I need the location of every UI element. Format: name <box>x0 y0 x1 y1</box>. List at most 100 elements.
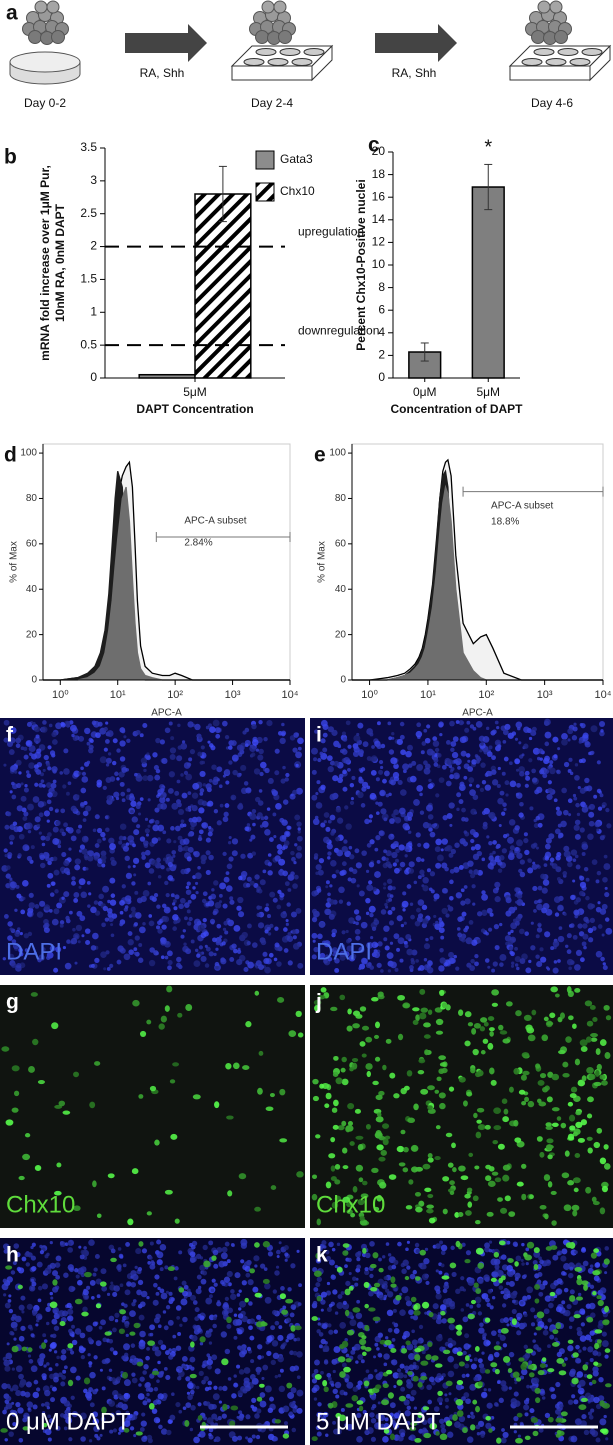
nucleus <box>437 855 444 862</box>
nucleus <box>105 950 109 954</box>
nucleus <box>52 1287 58 1293</box>
nucleus <box>107 730 114 737</box>
nucleus <box>423 1258 429 1264</box>
nucleus <box>316 864 322 870</box>
nucleus <box>537 1347 542 1352</box>
nucleus <box>265 1386 272 1393</box>
nucleus <box>49 807 53 811</box>
nucleus <box>535 955 539 959</box>
nucleus <box>80 802 84 806</box>
nucleus <box>90 907 97 914</box>
chx10-cell <box>221 1358 228 1365</box>
chx10-cell <box>421 1007 429 1012</box>
chx10-cell <box>504 1109 509 1115</box>
nucleus <box>450 741 456 747</box>
nucleus <box>419 870 424 875</box>
nucleus <box>596 951 603 958</box>
nucleus <box>371 1395 377 1401</box>
nucleus <box>401 1269 406 1274</box>
chx10-cell <box>586 1067 594 1074</box>
nucleus <box>558 936 564 942</box>
nucleus <box>528 960 531 963</box>
nucleus <box>109 1316 115 1322</box>
nucleus <box>579 1308 585 1314</box>
nucleus <box>41 779 45 783</box>
chx10-cell <box>56 1163 61 1168</box>
nucleus <box>98 722 103 727</box>
nucleus <box>327 892 331 896</box>
chx10-cell <box>446 1133 453 1137</box>
chx10-cell <box>540 1073 546 1078</box>
chx10-cell <box>529 1372 535 1377</box>
nucleus <box>203 1376 209 1382</box>
nucleus <box>49 724 53 728</box>
chx10-cell <box>550 986 558 992</box>
nucleus <box>130 1426 134 1430</box>
nucleus <box>238 803 242 807</box>
nucleus <box>384 1276 388 1280</box>
nucleus <box>239 1289 242 1292</box>
chx10-cell <box>534 1388 540 1394</box>
histogram-chart: e02040608010010⁰10¹10²10³10⁴APC-A% of Ma… <box>314 444 612 719</box>
nucleus <box>485 784 491 790</box>
nucleus <box>89 1372 95 1378</box>
chx10-cell <box>370 1287 377 1292</box>
nucleus <box>460 736 467 743</box>
nucleus <box>132 1274 139 1281</box>
chx10-cell <box>552 1074 559 1081</box>
chx10-cell <box>442 1176 449 1181</box>
nucleus <box>272 813 276 817</box>
nucleus <box>397 739 403 745</box>
nucleus <box>400 1364 405 1369</box>
chx10-cell <box>428 1009 432 1014</box>
nucleus <box>52 1307 59 1314</box>
nucleus <box>583 733 589 739</box>
nucleus <box>80 892 87 899</box>
nucleus <box>197 1402 201 1406</box>
nucleus <box>247 924 252 929</box>
nucleus <box>185 948 191 954</box>
chx10-cell <box>132 1168 139 1174</box>
chx10-cell <box>569 1115 575 1122</box>
chx10-cell <box>420 1250 426 1256</box>
nucleus <box>323 837 330 844</box>
nucleus <box>374 952 380 958</box>
chx10-cell <box>414 1438 421 1443</box>
nucleus <box>284 777 288 781</box>
nucleus <box>150 1333 154 1337</box>
nucleus <box>342 749 348 755</box>
nucleus <box>163 916 169 922</box>
nucleus <box>280 1345 285 1350</box>
nucleus <box>532 886 537 891</box>
nucleus <box>199 1371 204 1376</box>
nucleus <box>413 1315 418 1320</box>
chx10-cell <box>68 1380 73 1386</box>
nucleus <box>177 724 180 727</box>
nucleus <box>564 762 569 767</box>
nucleus <box>125 1289 131 1295</box>
nucleus <box>524 931 529 936</box>
nucleus <box>170 736 174 740</box>
nucleus <box>542 888 548 894</box>
nucleus <box>354 1344 361 1351</box>
nucleus <box>174 791 179 796</box>
nucleus <box>465 937 472 944</box>
nucleus <box>68 1264 74 1270</box>
chx10-cell <box>337 1267 343 1273</box>
nucleus <box>573 726 578 731</box>
chx10-cell <box>296 1171 304 1177</box>
nucleus <box>549 1335 554 1340</box>
nucleus <box>513 906 517 910</box>
chx10-cell <box>488 1428 493 1433</box>
nucleus <box>425 1281 429 1285</box>
chx10-cell <box>345 1310 350 1316</box>
nucleus <box>203 1245 208 1250</box>
nucleus <box>577 923 582 928</box>
nucleus <box>366 870 369 873</box>
nucleus <box>208 900 214 906</box>
nucleus <box>7 1342 10 1345</box>
nucleus <box>568 966 572 970</box>
nucleus <box>589 821 595 827</box>
nucleus <box>319 1332 324 1337</box>
chx10-cell <box>475 1346 480 1352</box>
